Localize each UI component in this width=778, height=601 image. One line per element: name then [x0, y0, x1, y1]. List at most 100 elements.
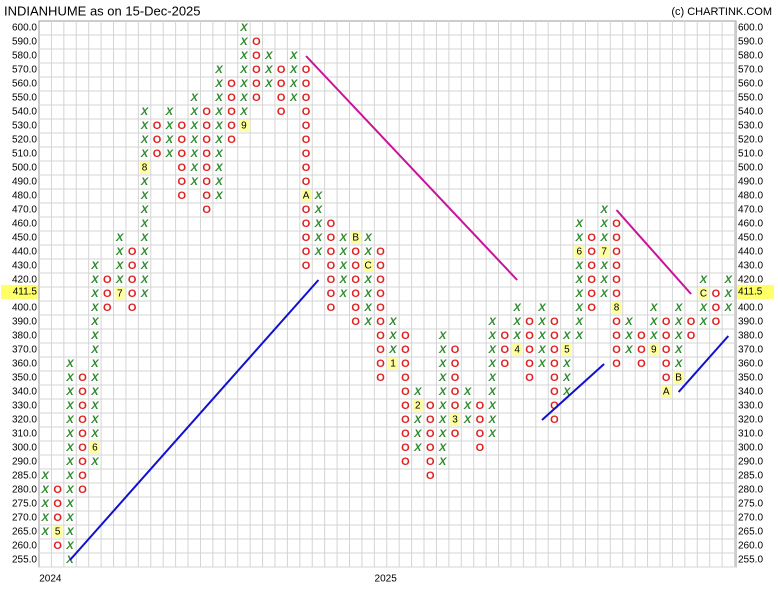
o-box: O	[426, 428, 435, 440]
month-marker: 3	[452, 415, 458, 426]
o-box: O	[153, 120, 162, 132]
month-marker: C	[365, 261, 372, 272]
o-box: O	[401, 358, 410, 370]
pf-column: OOO	[637, 330, 646, 370]
month-marker: 7	[117, 289, 123, 300]
o-box: O	[202, 162, 211, 174]
month-marker-bg	[363, 260, 374, 272]
x-box: X	[214, 134, 223, 146]
o-box: O	[302, 162, 311, 174]
o-box: O	[451, 344, 460, 356]
o-box: O	[451, 428, 460, 440]
x-box: X	[624, 330, 633, 342]
y-tick-label: 255.0	[12, 555, 37, 566]
x-box: X	[140, 148, 149, 160]
month-marker-bg	[512, 344, 523, 356]
y-tick-label: 590.0	[12, 37, 37, 48]
x-box: X	[724, 302, 733, 314]
x-box: X	[363, 302, 372, 314]
y-tick-label: 460.0	[12, 219, 37, 230]
y-tick-label: 400.0	[12, 303, 37, 314]
o-box: O	[277, 92, 286, 104]
x-box: X	[463, 414, 472, 426]
x-box: X	[599, 218, 608, 230]
month-marker-bg	[350, 232, 361, 244]
o-box: O	[525, 344, 534, 356]
x-box: X	[65, 358, 74, 370]
x-box: X	[339, 288, 348, 300]
x-box: X	[90, 260, 99, 272]
x-box: X	[90, 302, 99, 314]
month-marker-bg	[52, 526, 63, 538]
y-tick-label: 300.0	[12, 443, 37, 454]
o-box: O	[712, 316, 721, 328]
month-marker-bg	[238, 120, 249, 132]
o-box: O	[550, 330, 559, 342]
o-box: O	[351, 302, 360, 314]
pf-column: OOO	[712, 288, 721, 328]
o-box: O	[153, 148, 162, 160]
o-box: O	[78, 456, 87, 468]
o-box: O	[252, 36, 261, 48]
o-box: O	[500, 358, 509, 370]
o-box: O	[78, 372, 87, 384]
x-box: X	[115, 246, 124, 258]
month-marker-bg	[698, 288, 709, 300]
x-box: X	[90, 288, 99, 300]
y-tick-label: 540.0	[12, 107, 37, 118]
x-box: X	[65, 428, 74, 440]
x-box: X	[339, 260, 348, 272]
o-box: O	[550, 344, 559, 356]
x-box: X	[537, 358, 546, 370]
y-tick-label-right: 520.0	[738, 135, 763, 146]
x-box: X	[674, 330, 683, 342]
x-box: X	[65, 372, 74, 384]
o-box: O	[637, 358, 646, 370]
o-box: O	[128, 260, 137, 272]
x-box: X	[140, 288, 149, 300]
o-box: O	[662, 372, 671, 384]
month-marker-bg	[301, 190, 312, 202]
o-box: O	[376, 358, 385, 370]
o-box: O	[78, 386, 87, 398]
x-box: X	[90, 386, 99, 398]
x-box: X	[537, 302, 546, 314]
y-tick-label: 560.0	[12, 79, 37, 90]
y-tick-label: 380.0	[12, 331, 37, 342]
y-tick-label-right: 480.0	[738, 191, 763, 202]
y-tick-label-right: 260.0	[738, 541, 763, 552]
x-box: X	[624, 344, 633, 356]
x-box: X	[314, 190, 323, 202]
y-tick-label: 265.0	[12, 527, 37, 538]
x-box: X	[438, 456, 447, 468]
trendline	[677, 335, 730, 393]
x-box: X	[314, 204, 323, 216]
x-box: X	[699, 274, 708, 286]
o-box: O	[128, 302, 137, 314]
o-box: O	[426, 470, 435, 482]
o-box: O	[302, 260, 311, 272]
x-box: X	[289, 64, 298, 76]
x-box: X	[624, 316, 633, 328]
x-box: X	[438, 372, 447, 384]
x-box: X	[438, 386, 447, 398]
o-box: O	[612, 330, 621, 342]
o-box: O	[202, 106, 211, 118]
x-box: X	[575, 218, 584, 230]
o-box: O	[302, 106, 311, 118]
y-tick-label-right: 510.0	[738, 149, 763, 160]
y-tick-label: 260.0	[12, 541, 37, 552]
x-box: X	[674, 344, 683, 356]
trendline	[541, 363, 605, 421]
y-tick-label-right: 275.0	[738, 499, 763, 510]
x-box: X	[562, 358, 571, 370]
x-box: X	[90, 428, 99, 440]
month-marker-bg	[561, 344, 572, 356]
